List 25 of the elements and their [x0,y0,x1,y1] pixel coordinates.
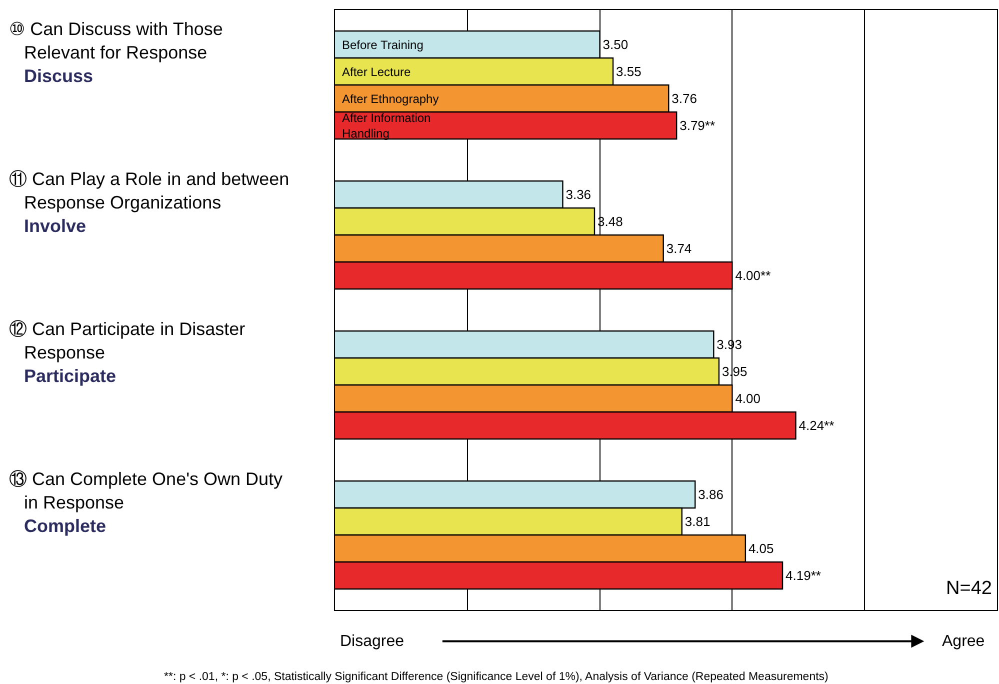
y-tick-label: ⑬ Can Complete One's Own Duty in Response Complete [9,469,283,536]
series-label: After Ethnography [342,92,439,106]
text: Disagree [340,633,404,650]
data-label: 4.05 [748,541,774,556]
data-label: 4.19** [786,568,821,583]
series-label: Before Training [342,38,424,52]
data-label: 3.50 [602,37,628,52]
data-label: 4.00 [735,391,761,406]
data-label: 4.00** [735,268,771,283]
series-label: After Information Handling [342,111,431,141]
text: **: p < .01, *: p < .05, Statistically Significant Difference (Significance Level of 1%), Analysis of Variance (Repeated Measurements) [164,671,829,683]
data-label: 3.36 [566,187,592,202]
data-label: 3.79** [680,118,716,133]
y-tick-label: ⑪ Can Play a Role in and between Response Organizations Involve [9,169,290,236]
y-tick-label: ⑫ Can Participate in Disaster Response Participate [9,319,246,386]
data-label: 3.55 [616,64,642,79]
data-label: 3.76 [672,91,697,106]
series-label: After Lecture [342,65,412,79]
data-label: 4.24** [798,418,834,433]
data-label: 3.74 [666,241,692,256]
annotation: N=42 [946,578,992,599]
y-tick-label: ⑩ Can Discuss with Those Relevant for Response Discuss [9,19,223,86]
text: Agree [942,633,985,650]
data-label: 3.81 [684,514,710,529]
data-label: 3.86 [698,487,724,502]
